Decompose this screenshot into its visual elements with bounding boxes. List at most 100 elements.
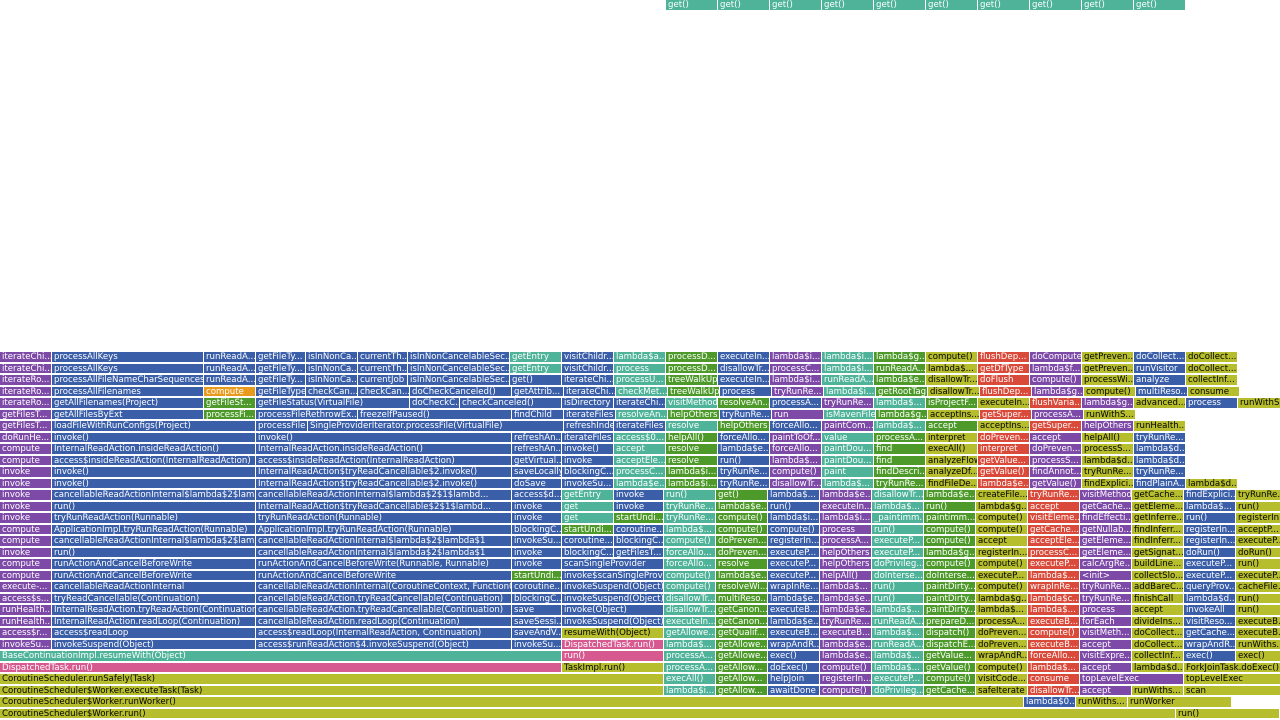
stack-frame[interactable]: tryRunRe...: [664, 501, 716, 512]
stack-frame[interactable]: accept: [1080, 685, 1132, 696]
stack-frame[interactable]: paint: [822, 467, 874, 478]
stack-frame[interactable]: compute: [204, 386, 256, 397]
stack-frame[interactable]: getValue...: [978, 455, 1030, 466]
stack-frame[interactable]: process: [614, 363, 666, 374]
stack-frame[interactable]: lambda$d...: [1134, 455, 1186, 466]
stack-frame[interactable]: getValue(): [924, 662, 976, 673]
stack-frame[interactable]: access$d...: [512, 490, 562, 501]
stack-frame[interactable]: wrapAndR...: [768, 639, 820, 650]
stack-frame[interactable]: get(): [770, 0, 822, 11]
stack-frame[interactable]: coroutine...: [562, 536, 614, 547]
stack-frame[interactable]: getPreven...: [1082, 363, 1134, 374]
stack-frame[interactable]: compute(): [716, 513, 768, 524]
stack-frame[interactable]: disallowTr...: [1028, 685, 1080, 696]
stack-frame[interactable]: find: [874, 444, 926, 455]
stack-frame[interactable]: run(): [872, 593, 924, 604]
stack-frame[interactable]: lambda$e...: [716, 501, 768, 512]
stack-frame[interactable]: isInNonCa...: [306, 352, 358, 363]
stack-frame[interactable]: awaitDone: [768, 685, 820, 696]
stack-frame[interactable]: lambda$e...: [614, 478, 666, 489]
stack-frame[interactable]: iterateFiles: [614, 421, 666, 432]
stack-frame[interactable]: createFile...: [976, 490, 1028, 501]
stack-frame[interactable]: InternalReadAction$tryReadCancellable$2.…: [256, 478, 512, 489]
stack-frame[interactable]: runActionAndCancelBeforeWrite: [256, 570, 512, 581]
stack-frame[interactable]: finishCall: [1132, 593, 1184, 604]
stack-frame[interactable]: findExplici...: [1184, 490, 1236, 501]
stack-frame[interactable]: executeB...: [768, 605, 820, 616]
stack-frame[interactable]: lambda$e...: [820, 593, 872, 604]
stack-frame[interactable]: processA...: [770, 398, 822, 409]
stack-frame[interactable]: compute(): [976, 524, 1028, 535]
stack-frame[interactable]: lambda$g...: [1082, 398, 1134, 409]
stack-frame[interactable]: lambda$e...: [768, 593, 820, 604]
stack-frame[interactable]: executeIn...: [664, 616, 716, 627]
stack-frame[interactable]: ApplicationImpl.tryRunReadAction(Runnabl…: [52, 524, 256, 535]
stack-frame[interactable]: resolveAn...: [718, 398, 770, 409]
stack-frame[interactable]: resolveAn...: [616, 409, 668, 420]
stack-frame[interactable]: isInNonCancelableSec...: [408, 375, 510, 386]
stack-frame[interactable]: disallowTr...: [926, 375, 978, 386]
stack-frame[interactable]: executeP...: [872, 674, 924, 685]
stack-frame[interactable]: invoke(): [52, 478, 256, 489]
stack-frame[interactable]: lambda$d...: [1132, 662, 1184, 673]
stack-frame[interactable]: invokeSu...: [562, 478, 614, 489]
stack-frame[interactable]: lambda$0...: [1024, 697, 1076, 708]
stack-frame[interactable]: invoke: [512, 513, 562, 524]
stack-frame[interactable]: lambda$i...: [666, 478, 718, 489]
stack-frame[interactable]: processAllKeys: [52, 352, 204, 363]
stack-frame[interactable]: invoke(Object): [562, 605, 664, 616]
stack-frame[interactable]: get(): [874, 0, 926, 11]
stack-frame[interactable]: getAllow...: [716, 674, 768, 685]
stack-frame[interactable]: doCompute: [1030, 352, 1082, 363]
stack-frame[interactable]: access$runReadAction$4.invokeSuspend(Obj…: [256, 639, 512, 650]
stack-frame[interactable]: executeB...: [1028, 616, 1080, 627]
stack-frame[interactable]: helpAll(): [666, 432, 718, 443]
stack-frame[interactable]: acceptP...: [1236, 524, 1280, 535]
stack-frame[interactable]: processS...: [1082, 444, 1134, 455]
stack-frame[interactable]: tryRunRe...: [718, 467, 770, 478]
stack-frame[interactable]: collectSlo...: [1132, 570, 1184, 581]
stack-frame[interactable]: doCollect...: [1132, 628, 1184, 639]
stack-frame[interactable]: processA...: [664, 662, 716, 673]
stack-frame[interactable]: addBareC...: [1132, 582, 1184, 593]
stack-frame[interactable]: invoke: [512, 547, 562, 558]
stack-frame[interactable]: run(): [1236, 605, 1280, 616]
stack-frame[interactable]: access$0...: [614, 432, 666, 443]
stack-frame[interactable]: disallowTr...: [664, 605, 716, 616]
stack-frame[interactable]: runReadA...: [874, 363, 926, 374]
stack-frame[interactable]: saveLocally: [512, 467, 562, 478]
stack-frame[interactable]: wrapAndR...: [1184, 639, 1236, 650]
stack-frame[interactable]: CoroutineScheduler.runSafely(Task): [0, 674, 664, 685]
stack-frame[interactable]: findInferr...: [1132, 524, 1184, 535]
stack-frame[interactable]: iterateRo...: [0, 375, 52, 386]
stack-frame[interactable]: getInferre...: [1132, 513, 1184, 524]
stack-frame[interactable]: findExplici...: [1082, 478, 1134, 489]
stack-frame[interactable]: compute(): [924, 559, 976, 570]
stack-frame[interactable]: safeIterate: [976, 685, 1028, 696]
stack-frame[interactable]: getRootTag: [876, 386, 928, 397]
stack-frame[interactable]: getCanon...: [716, 605, 768, 616]
stack-frame[interactable]: acceptIns...: [978, 421, 1030, 432]
stack-frame[interactable]: tryRunRe...: [718, 478, 770, 489]
stack-frame[interactable]: multiReso...: [1136, 386, 1188, 397]
stack-frame[interactable]: lambda$...: [926, 363, 978, 374]
stack-frame[interactable]: processC...: [1028, 547, 1080, 558]
stack-frame[interactable]: get(): [716, 490, 768, 501]
stack-frame[interactable]: invoke: [512, 559, 562, 570]
stack-frame[interactable]: findDescri...: [874, 467, 926, 478]
stack-frame[interactable]: executeP...: [872, 547, 924, 558]
stack-frame[interactable]: lambda$...: [872, 605, 924, 616]
stack-frame[interactable]: runHealth...: [1134, 421, 1186, 432]
stack-frame[interactable]: compute: [0, 455, 52, 466]
stack-frame[interactable]: run(): [768, 501, 820, 512]
stack-frame[interactable]: refreshAn...: [512, 444, 562, 455]
stack-frame[interactable]: executeP...: [1184, 570, 1236, 581]
stack-frame[interactable]: helpAll(): [820, 570, 872, 581]
stack-frame[interactable]: lambda$...: [1028, 570, 1080, 581]
stack-frame[interactable]: forceAllo...: [664, 547, 716, 558]
stack-frame[interactable]: tryReadCancellable(Continuation): [52, 593, 256, 604]
stack-frame[interactable]: visitEleme...: [1028, 513, 1080, 524]
stack-frame[interactable]: CoroutineScheduler$Worker.executeTask(Ta…: [0, 685, 664, 696]
stack-frame[interactable]: TaskImpl.run(): [562, 662, 664, 673]
stack-frame[interactable]: getSignat...: [1132, 547, 1184, 558]
